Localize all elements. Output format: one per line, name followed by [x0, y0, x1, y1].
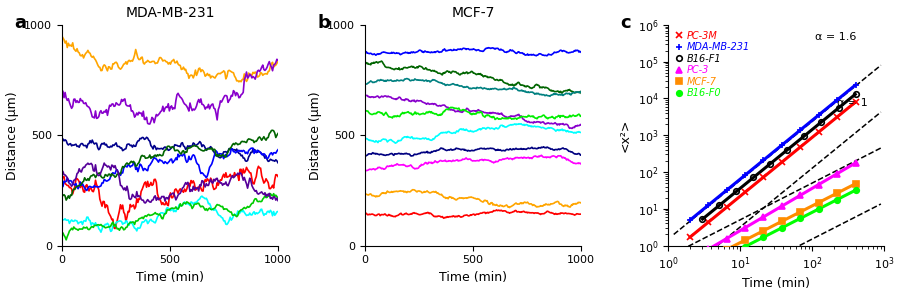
Y-axis label: Distance (μm): Distance (μm) — [5, 91, 19, 180]
Text: α = 1.6: α = 1.6 — [815, 31, 857, 41]
X-axis label: Time (min): Time (min) — [136, 271, 204, 284]
Y-axis label: <x²>: <x²> — [619, 118, 632, 152]
Text: c: c — [620, 14, 631, 32]
X-axis label: Time (min): Time (min) — [439, 271, 507, 284]
Title: MCF-7: MCF-7 — [451, 6, 495, 20]
Y-axis label: Distance (μm): Distance (μm) — [309, 91, 321, 180]
Text: b: b — [318, 14, 330, 32]
Text: α = 1: α = 1 — [837, 98, 868, 108]
Title: MDA-MB-231: MDA-MB-231 — [125, 6, 215, 20]
X-axis label: Time (min): Time (min) — [742, 277, 810, 290]
Legend: PC-3M, MDA-MB-231, B16-F1, PC-3, MCF-7, B16-F0: PC-3M, MDA-MB-231, B16-F1, PC-3, MCF-7, … — [673, 30, 751, 99]
Text: a: a — [14, 14, 26, 32]
